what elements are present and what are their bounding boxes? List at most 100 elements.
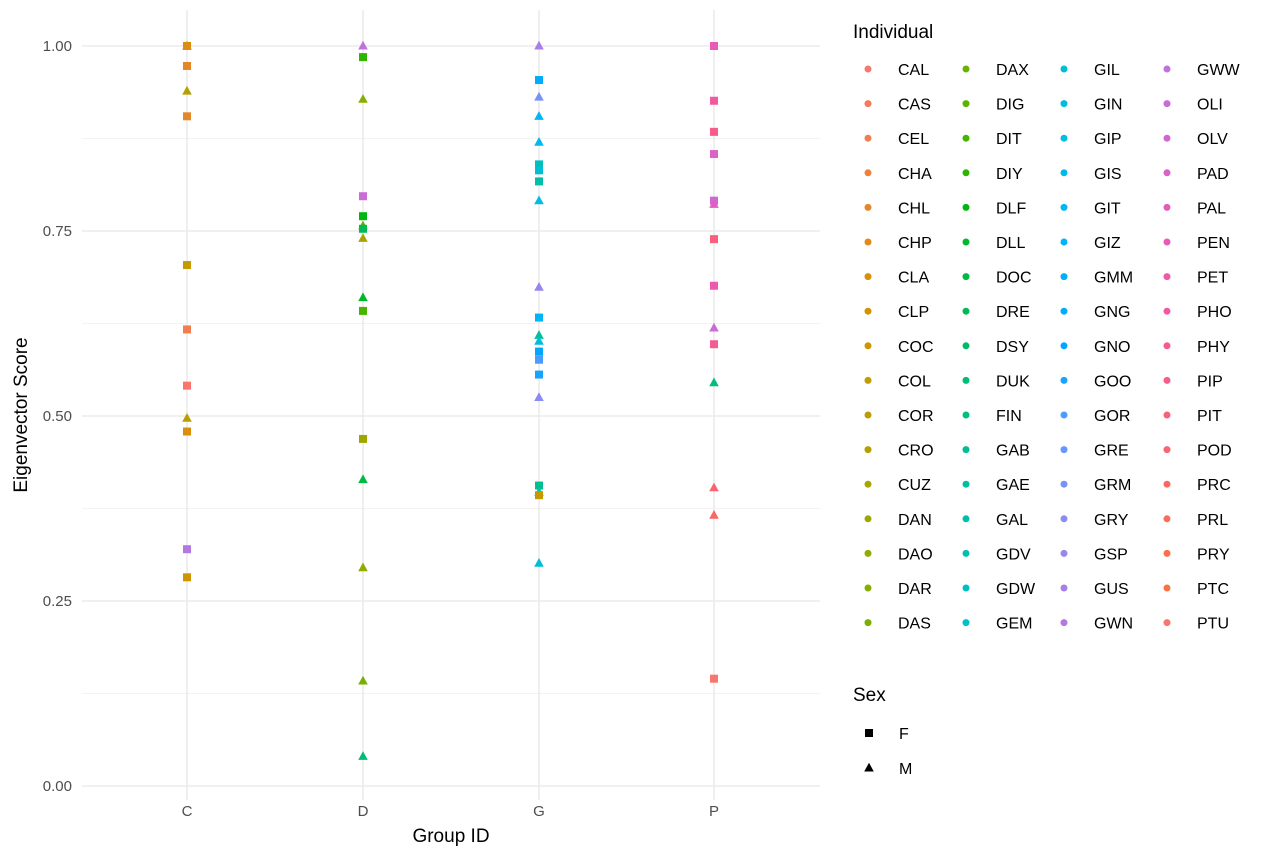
legend-label-individual: DOC bbox=[996, 270, 1032, 287]
legend-key-individual bbox=[962, 619, 970, 627]
data-point bbox=[359, 212, 367, 221]
legend-key-individual bbox=[962, 203, 970, 211]
legend-key-individual bbox=[1163, 515, 1171, 523]
legend-label-individual: PEN bbox=[1197, 235, 1230, 252]
legend-key-individual bbox=[1060, 169, 1068, 177]
y-tick-label: 0.75 bbox=[43, 223, 72, 240]
legend-key-individual bbox=[1163, 65, 1171, 73]
legend-label-individual: GIZ bbox=[1094, 235, 1121, 252]
legend-label-individual: DIG bbox=[996, 97, 1024, 114]
legend-label-individual: GWN bbox=[1094, 616, 1133, 633]
legend-key-individual bbox=[864, 100, 872, 108]
legend-key-individual bbox=[1060, 342, 1068, 350]
legend-key-individual bbox=[864, 446, 872, 454]
legend-label-individual: DAO bbox=[898, 546, 933, 563]
data-point bbox=[182, 413, 192, 422]
data-point bbox=[710, 340, 718, 349]
legend-key-individual bbox=[1060, 515, 1068, 523]
legend-title-individual: Individual bbox=[853, 22, 933, 43]
legend-label-individual: GIT bbox=[1094, 200, 1121, 217]
data-point bbox=[358, 292, 368, 302]
legend-label-individual: GRY bbox=[1094, 512, 1129, 529]
legend-label-individual: OLI bbox=[1197, 97, 1223, 114]
legend-key-individual bbox=[962, 134, 970, 142]
legend-label-individual: GAE bbox=[996, 477, 1030, 494]
legend-label-individual: PTC bbox=[1197, 581, 1229, 598]
legend-label-individual: PHY bbox=[1197, 339, 1230, 356]
data-point bbox=[710, 674, 718, 683]
legend-label-individual: GRM bbox=[1094, 477, 1131, 494]
data-point bbox=[534, 558, 544, 567]
x-axis-title: Group ID bbox=[412, 826, 489, 847]
legend-key-individual bbox=[1163, 100, 1171, 108]
legend-label-individual: PET bbox=[1197, 270, 1228, 287]
legend-label-individual: GOR bbox=[1094, 408, 1130, 425]
legend-label-individual: GAB bbox=[996, 443, 1030, 460]
legend-key-individual bbox=[1060, 100, 1068, 108]
legend-label-individual: CHP bbox=[898, 235, 932, 252]
data-point bbox=[183, 61, 191, 70]
data-point bbox=[709, 322, 719, 332]
legend-key-individual bbox=[864, 411, 872, 419]
legend-key-individual bbox=[962, 584, 970, 592]
legend-key-individual bbox=[962, 342, 970, 350]
data-point bbox=[183, 545, 191, 554]
data-point bbox=[709, 199, 719, 208]
data-point bbox=[710, 150, 718, 159]
data-point bbox=[710, 235, 718, 244]
y-tick-label: 1.00 bbox=[43, 38, 72, 55]
legend-key-individual bbox=[1060, 203, 1068, 211]
legend-key-individual bbox=[1060, 549, 1068, 557]
data-point bbox=[183, 427, 191, 436]
legend-label-individual: DIY bbox=[996, 166, 1023, 183]
legend-key-individual bbox=[962, 273, 970, 281]
data-point bbox=[183, 381, 191, 390]
y-axis-title: Eigenvector Score bbox=[11, 337, 32, 492]
legend-label-individual: CUZ bbox=[898, 477, 931, 494]
legend-label-individual: GDW bbox=[996, 581, 1036, 598]
legend-key-individual bbox=[1060, 65, 1068, 73]
legend-label-individual: GNG bbox=[1094, 304, 1130, 321]
legend-key-individual bbox=[864, 619, 872, 627]
legend-key-individual bbox=[1060, 619, 1068, 627]
legend-individual: CAL CAS CEL CHA CHL CHP CLA CLP COC COL COR CRO CUZ D… bbox=[864, 62, 1241, 633]
legend-key-individual bbox=[962, 307, 970, 315]
x-tick-label: G bbox=[533, 803, 545, 820]
y-tick-label: 0.50 bbox=[43, 408, 72, 425]
legend-label-individual: PHO bbox=[1197, 304, 1232, 321]
legend-label-sex: M bbox=[899, 761, 912, 778]
legend-sex: FM bbox=[864, 726, 912, 778]
grid-layer bbox=[82, 10, 820, 800]
legend-label-individual: CAS bbox=[898, 97, 931, 114]
legend-label-individual: DSY bbox=[996, 339, 1029, 356]
axis-layer: 0.00 0.25 0.50 0.75 1.00 C D G P bbox=[43, 38, 719, 820]
data-point bbox=[535, 355, 543, 364]
data-point bbox=[709, 482, 719, 492]
legend-label-individual: DLF bbox=[996, 200, 1026, 217]
data-point bbox=[535, 370, 543, 379]
legend-label-individual: GIS bbox=[1094, 166, 1122, 183]
legend-key-individual bbox=[864, 307, 872, 315]
legend-label-individual: CLP bbox=[898, 304, 929, 321]
legend-key-individual bbox=[1163, 480, 1171, 488]
legend-label-individual: POD bbox=[1197, 443, 1232, 460]
legend-key-individual bbox=[962, 169, 970, 177]
data-point bbox=[358, 562, 368, 572]
legend-key-individual bbox=[1060, 411, 1068, 419]
data-point bbox=[359, 434, 367, 443]
legend-key-individual bbox=[1060, 446, 1068, 454]
legend-label-individual: PIT bbox=[1197, 408, 1222, 425]
legend-key-individual bbox=[1163, 238, 1171, 246]
legend-key-individual bbox=[1163, 619, 1171, 627]
legend-key-individual bbox=[1060, 273, 1068, 281]
y-tick-label: 0.25 bbox=[43, 593, 72, 610]
data-point bbox=[359, 224, 367, 233]
legend-label-individual: COC bbox=[898, 339, 934, 356]
legend-label-individual: GUS bbox=[1094, 581, 1129, 598]
legend-key-individual bbox=[962, 411, 970, 419]
legend-key-individual bbox=[864, 549, 872, 557]
points-layer bbox=[182, 40, 719, 760]
legend-label-individual: CHL bbox=[898, 200, 930, 217]
legend-key-individual bbox=[1163, 549, 1171, 557]
legend-label-individual: CHA bbox=[898, 166, 932, 183]
